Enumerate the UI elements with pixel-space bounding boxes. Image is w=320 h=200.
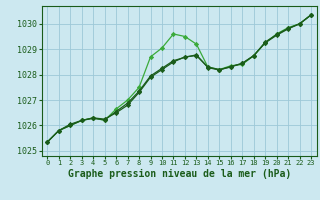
X-axis label: Graphe pression niveau de la mer (hPa): Graphe pression niveau de la mer (hPa) — [68, 169, 291, 179]
